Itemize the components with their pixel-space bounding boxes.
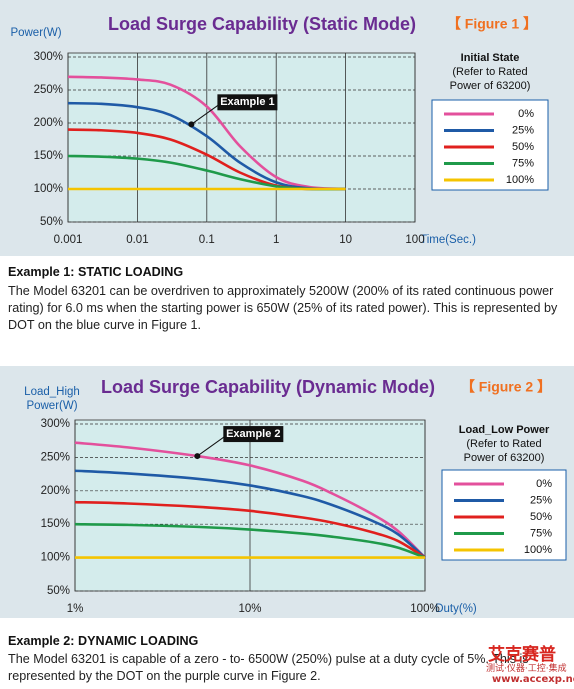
y-tick-label: 300% (34, 51, 63, 63)
x-tick-label: 0.01 (126, 234, 148, 246)
annotation-leader (197, 435, 226, 457)
series-line (74, 500, 426, 559)
series-line (74, 469, 426, 559)
example-text: The Model 63201 can be overdriven to app… (8, 284, 558, 332)
legend-label: 100% (524, 544, 552, 556)
y-axis-label: Load_High (24, 386, 80, 398)
y-tick-label: 150% (41, 518, 70, 530)
watermark-tagline: 测试·仪器·工控·集成 (486, 664, 567, 674)
legend-label: 25% (530, 494, 552, 506)
y-tick-label: 300% (41, 418, 70, 430)
y-tick-label: 50% (47, 585, 70, 597)
y-axis-label: Power(W) (10, 27, 61, 39)
legend-title: Load_Low Power (459, 424, 550, 436)
watermark-url: www.accexp.net (492, 674, 574, 685)
annotation-leader (191, 103, 220, 125)
annotation-box (223, 426, 284, 443)
series-line (74, 441, 426, 559)
chart: Load Surge Capability (Static Mode) 【 Fig… (0, 0, 574, 256)
annotation-label: Example 1 (220, 96, 274, 108)
annotation-dot (194, 453, 201, 460)
x-tick-label: 10% (238, 603, 261, 615)
x-tick-label: 1 (273, 234, 279, 246)
figure-label: 【 Figure 2 】 (461, 379, 551, 395)
legend-label: 75% (512, 157, 534, 169)
x-axis-label: Duty(%) (435, 603, 477, 615)
watermark-name: 艾克赛普 (488, 645, 556, 665)
y-tick-label: 50% (40, 216, 63, 228)
y-tick-label: 100% (41, 552, 70, 564)
series-line (67, 75, 346, 191)
y-tick-label: 150% (34, 150, 63, 162)
y-tick-label: 250% (41, 451, 70, 463)
example-heading: Example 1: STATIC LOADING (8, 265, 184, 279)
legend-title: Power of 63200) (450, 80, 531, 92)
chart: Load Surge Capability (Dynamic Mode) 【 Fi… (0, 366, 574, 618)
x-tick-label: 0.001 (54, 234, 83, 246)
series-line (74, 522, 426, 559)
annotation-box (217, 94, 278, 111)
chart-title: Load Surge Capability (Static Mode) (108, 14, 416, 34)
x-tick-label: 10 (339, 234, 352, 246)
legend-label: 0% (536, 478, 552, 490)
legend-label: 25% (512, 124, 534, 136)
chart-title: Load Surge Capability (Dynamic Mode) (101, 377, 435, 397)
legend-label: 50% (530, 511, 552, 523)
x-tick-label: 100 (405, 234, 424, 246)
y-tick-label: 200% (41, 485, 70, 497)
legend-title: (Refer to Rated (466, 438, 541, 450)
example-heading: Example 2: DYNAMIC LOADING (8, 634, 199, 648)
legend-label: 50% (512, 141, 534, 153)
x-tick-label: 0.1 (199, 234, 215, 246)
annotation-label: Example 2 (226, 428, 280, 440)
legend-label: 0% (518, 108, 534, 120)
legend-title: Power of 63200) (464, 452, 545, 464)
legend-title: (Refer to Rated (452, 66, 527, 78)
x-tick-label: 1% (67, 603, 84, 615)
y-tick-label: 100% (34, 183, 63, 195)
y-tick-label: 250% (34, 84, 63, 96)
y-axis-label: Power(W) (26, 400, 77, 412)
legend-label: 100% (506, 174, 534, 186)
figure-label: 【 Figure 1 】 (447, 16, 537, 32)
y-tick-label: 200% (34, 117, 63, 129)
legend-title: Initial State (461, 52, 520, 64)
legend-label: 75% (530, 527, 552, 539)
example-text: The Model 63201 is capable of a zero - t… (8, 652, 529, 683)
x-tick-label: 100% (410, 603, 439, 615)
plot-area (67, 52, 416, 223)
x-axis-label: Time(Sec.) (420, 234, 476, 246)
annotation-dot (188, 121, 195, 128)
